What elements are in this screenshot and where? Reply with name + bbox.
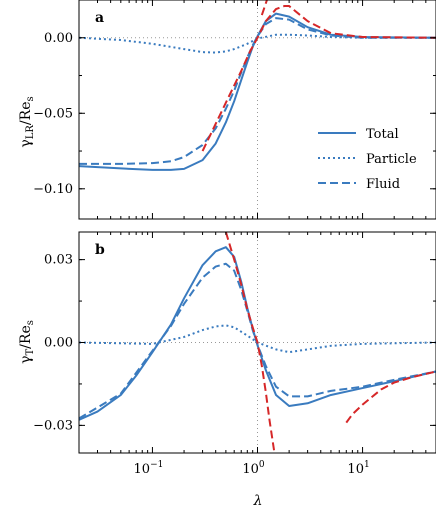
panel-letter-b: b (95, 242, 105, 258)
series-asymptote-high (260, 0, 268, 16)
legend: Total Particle Fluid (318, 127, 417, 192)
y-ticks-b: 0.03 0.00 −0.03 (33, 253, 436, 433)
y-ticks-a: 0.00 −0.05 −0.10 (33, 0, 436, 197)
y-tick-label: 0.03 (44, 253, 73, 268)
reference-lines-b (79, 232, 436, 453)
panel-a: 0.00 −0.05 −0.10 a γLR/Res Total Particle … (18, 0, 436, 220)
series-group-a (79, 0, 436, 171)
legend-label-total: Total (366, 127, 399, 142)
panel-letter-a: a (95, 10, 104, 26)
series-group-b (79, 232, 436, 453)
series-asymptote (201, 5, 436, 152)
x-ticks-a (78, 0, 436, 219)
panel-b: 0.03 0.00 −0.03 10−1 100 101 b γT/Res λ (18, 231, 436, 509)
y-tick-label: −0.10 (33, 182, 73, 197)
series-asymptote-large (345, 370, 436, 424)
x-tick-label: 101 (347, 460, 369, 477)
y-tick-label: 0.00 (44, 31, 73, 46)
x-tick-label: 100 (242, 460, 265, 477)
y-tick-label: −0.05 (33, 106, 73, 121)
y-axis-label-a: γLR/Res (18, 96, 36, 147)
x-tick-label: 10−1 (134, 460, 164, 477)
series-fluid (79, 262, 436, 420)
series-total (79, 246, 436, 421)
x-axis-label: λ (253, 493, 263, 509)
y-tick-label: 0.00 (44, 336, 73, 351)
series-asymptote-small (224, 232, 276, 453)
y-tick-label: −0.03 (33, 418, 73, 433)
series-fluid (79, 17, 436, 165)
y-axis-label-b: γT/Res (18, 320, 36, 364)
x-ticks-b: 10−1 100 101 (78, 232, 436, 477)
legend-label-particle: Particle (366, 152, 417, 167)
legend-label-fluid: Fluid (366, 177, 400, 192)
series-total (79, 12, 436, 171)
